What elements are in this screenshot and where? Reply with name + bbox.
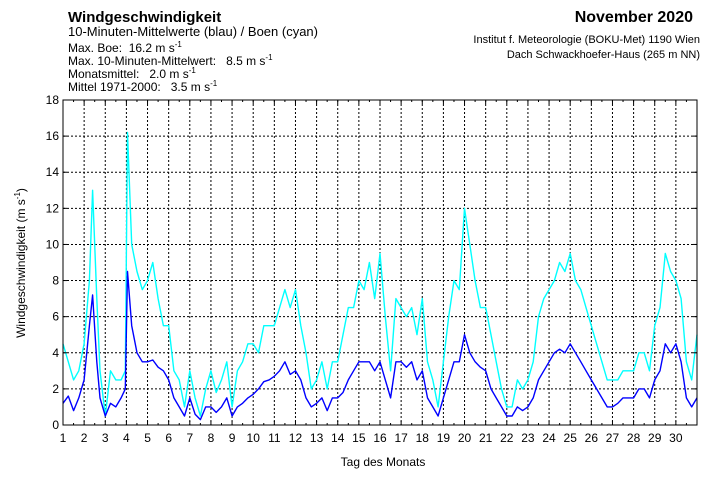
y-tick-label: 0: [52, 418, 59, 432]
x-tick-label: 1: [60, 431, 67, 445]
stat-climate-mean-value: 3.5 m s: [170, 80, 211, 94]
x-tick-label: 26: [585, 431, 599, 445]
x-tick-label: 8: [208, 431, 215, 445]
stat-max-gust-label: Max. Boe:: [68, 41, 123, 55]
stat-max-mean-value: 8.5 m s: [226, 54, 266, 68]
chart-subtitle: 10-Minuten-Mittelwerte (blau) / Boen (cy…: [68, 24, 318, 39]
x-tick-label: 16: [373, 431, 387, 445]
stat-monthly-mean-value: 2.0 m s: [149, 67, 189, 81]
x-tick-label: 10: [247, 431, 261, 445]
y-tick-label: 14: [46, 165, 60, 179]
x-tick-label: 19: [437, 431, 451, 445]
x-tick-label: 23: [521, 431, 535, 445]
x-tick-label: 9: [229, 431, 236, 445]
x-tick-label: 14: [331, 431, 345, 445]
series-group: [62, 131, 698, 421]
x-tick-label: 18: [416, 431, 430, 445]
x-tick-label: 28: [627, 431, 641, 445]
y-tick-label: 16: [46, 129, 60, 143]
y-tick-label: 10: [46, 237, 60, 251]
axis-ticks: 1 2 3 4 5 6 7 8 9 10 11 12 13 14 15 16 17 18 19 20 21 22 23 24 2…: [46, 93, 697, 445]
y-tick-label: 6: [52, 310, 59, 324]
x-tick-label: 13: [310, 431, 324, 445]
institute-line2: Dach Schwackhoefer-Haus (265 m NN): [506, 49, 700, 61]
x-tick-label: 24: [542, 431, 556, 445]
mean-series-line: [62, 270, 698, 421]
gust-series-line: [62, 131, 698, 417]
x-tick-label: 11: [268, 431, 281, 445]
y-tick-label: 12: [46, 201, 60, 215]
y-axis-label-exponent: -1: [13, 192, 22, 200]
x-tick-label: 7: [186, 431, 193, 445]
x-tick-label: 29: [648, 431, 662, 445]
stat-climate-mean-label: Mittel 1971-2000:: [68, 80, 161, 94]
y-tick-label: 8: [52, 274, 59, 288]
x-tick-label: 27: [606, 431, 620, 445]
x-tick-label: 21: [479, 431, 493, 445]
x-tick-label: 30: [669, 431, 683, 445]
x-tick-label: 22: [500, 431, 514, 445]
y-axis-label-close: ): [14, 188, 28, 192]
chart-title: Windgeschwindigkeit: [68, 9, 222, 26]
y-tick-label: 18: [46, 93, 60, 107]
x-tick-label: 3: [102, 431, 109, 445]
y-axis-label-text: Windgeschwindigkeit (m s: [14, 199, 28, 338]
stat-max-mean: Max. 10-Minuten-Mittelwert: 8.5 m s-1: [68, 53, 273, 68]
x-tick-label: 4: [123, 431, 130, 445]
stat-max-mean-label: Max. 10-Minuten-Mittelwert:: [68, 54, 217, 68]
stat-max-gust-value: 16.2 m s: [128, 41, 175, 55]
x-tick-label: 5: [144, 431, 151, 445]
y-axis-label: Windgeschwindigkeit (m s-1): [13, 188, 28, 338]
unit-exponent: -1: [174, 40, 182, 49]
stat-monthly-mean: Monatsmittel: 2.0 m s-1: [68, 66, 196, 81]
x-tick-label: 17: [394, 431, 408, 445]
stat-max-gust: Max. Boe: 16.2 m s-1: [68, 40, 182, 55]
unit-exponent: -1: [210, 79, 218, 88]
unit-exponent: -1: [188, 66, 196, 75]
unit-exponent: -1: [265, 53, 273, 62]
month-title: November 2020: [574, 9, 693, 26]
y-tick-label: 4: [52, 346, 59, 360]
y-tick-label: 2: [52, 382, 59, 396]
x-tick-label: 2: [81, 431, 88, 445]
institute-line1: Institut f. Meteorologie (BOKU-Met) 1190…: [473, 34, 700, 46]
grid: [63, 100, 697, 425]
x-tick-label: 12: [289, 431, 303, 445]
stat-monthly-mean-label: Monatsmittel:: [68, 67, 140, 81]
x-tick-label: 20: [458, 431, 472, 445]
x-tick-label: 6: [165, 431, 172, 445]
x-tick-label: 15: [352, 431, 366, 445]
stat-climate-mean: Mittel 1971-2000: 3.5 m s-1: [68, 79, 218, 94]
x-tick-label: 25: [564, 431, 578, 445]
x-axis-label: Tag des Monats: [341, 455, 426, 469]
